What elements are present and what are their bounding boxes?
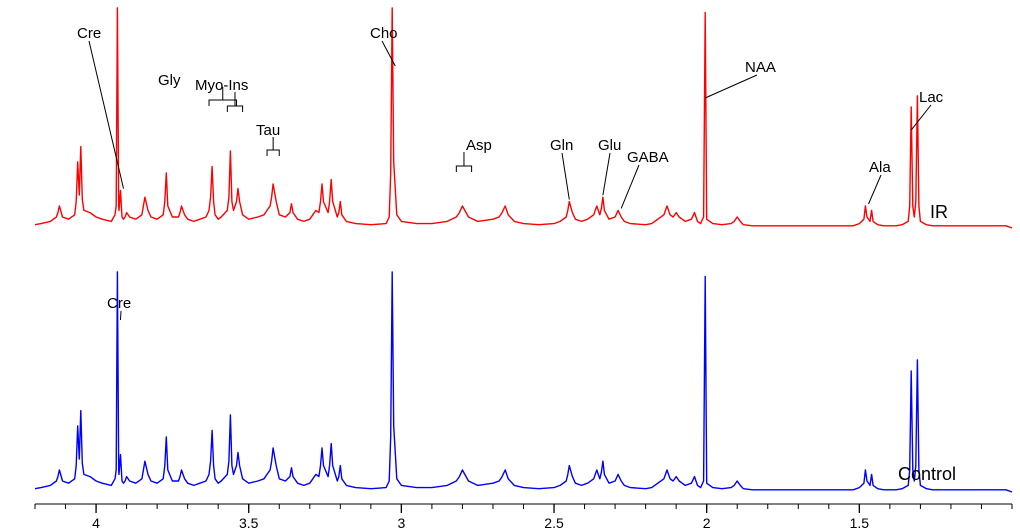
spectrum-ir: [35, 8, 1012, 228]
peak-label-lac: Lac: [919, 89, 944, 106]
spectrum-control: [35, 272, 1012, 492]
series-label-ir: IR: [930, 202, 948, 222]
peak-label-glu: Glu: [598, 137, 621, 154]
peak-label-cre-control: Cre: [107, 295, 131, 312]
leader-line: [869, 175, 881, 204]
peak-label-gly: Gly: [158, 72, 181, 89]
peak-label-asp: Asp: [466, 137, 492, 154]
axis-tick-label: 3: [397, 515, 405, 531]
spectrum-svg: 4 3.5 3 2.5 2 1.5 IR Control Cre Gly Myo-Ins Tau Cho…: [0, 0, 1020, 532]
axis-tick-label: 4: [92, 515, 100, 531]
peak-label-tau: Tau: [256, 122, 280, 139]
nmr-spectrum-chart: { "chart": { "type": "line", "width": 10…: [0, 0, 1020, 532]
peak-label-myo-ins: Myo-Ins: [195, 77, 248, 94]
peak-label-naa: NAA: [745, 59, 776, 76]
axis-tick-label: 1.5: [850, 515, 870, 531]
leader-line: [705, 75, 757, 98]
leader-line: [911, 105, 931, 130]
axis-tick-label: 2.5: [544, 515, 564, 531]
peak-label-cre: Cre: [77, 25, 101, 42]
series-label-control: Control: [898, 464, 956, 484]
axis-tick-label: 3.5: [239, 515, 259, 531]
leader-line: [120, 311, 121, 320]
bracket: [209, 100, 236, 106]
peak-label-gln: Gln: [550, 137, 573, 154]
leader-line: [562, 153, 569, 200]
leader-line: [603, 153, 610, 195]
bracket: [456, 166, 471, 172]
peak-label-ala: Ala: [869, 159, 891, 176]
peak-label-gaba: GABA: [627, 149, 669, 166]
bracket: [267, 150, 279, 156]
leader-line: [621, 165, 639, 208]
axis-tick-label: 2: [703, 515, 711, 531]
bracket: [227, 106, 242, 112]
peak-label-cho: Cho: [370, 25, 398, 42]
